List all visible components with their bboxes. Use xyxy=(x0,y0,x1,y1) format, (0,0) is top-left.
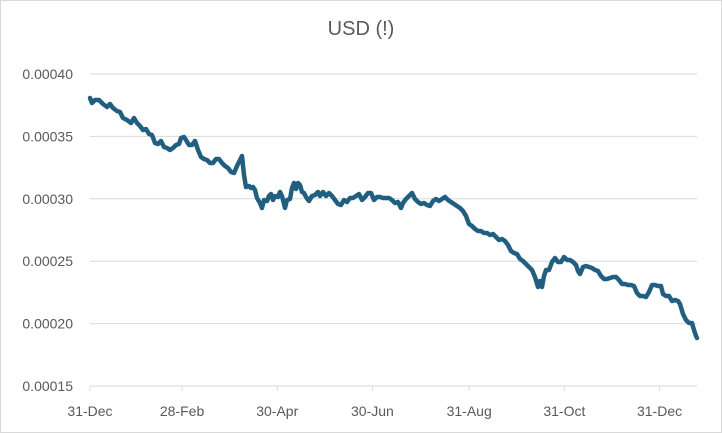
y-tick-label: 0.00030 xyxy=(22,191,73,207)
y-tick-label: 0.00015 xyxy=(22,378,73,394)
x-tick-label: 31-Dec xyxy=(637,403,682,419)
x-tick-label: 30-Jun xyxy=(351,403,394,419)
x-tick-label: 31-Aug xyxy=(447,403,492,419)
y-tick-label: 0.00020 xyxy=(22,316,73,332)
x-tick-label: 31-Oct xyxy=(543,403,585,419)
x-tick-label: 30-Apr xyxy=(256,403,298,419)
y-tick-label: 0.00035 xyxy=(22,128,73,144)
series-line-usd xyxy=(87,95,700,341)
x-tick-label: 28-Feb xyxy=(160,403,205,419)
x-axis: 31-Dec 28-Feb 30-Apr 30-Jun 31-Aug 31-Oct 31-D… xyxy=(67,385,697,419)
x-tick-label: 31-Dec xyxy=(67,403,112,419)
y-axis-ticks: 0.00040 0.00035 0.00030 0.00025 0.00020 0.000… xyxy=(22,66,73,394)
y-tick-label: 0.00040 xyxy=(22,66,73,82)
y-tick-label: 0.00025 xyxy=(22,253,73,269)
chart-title: USD (!) xyxy=(327,18,395,40)
